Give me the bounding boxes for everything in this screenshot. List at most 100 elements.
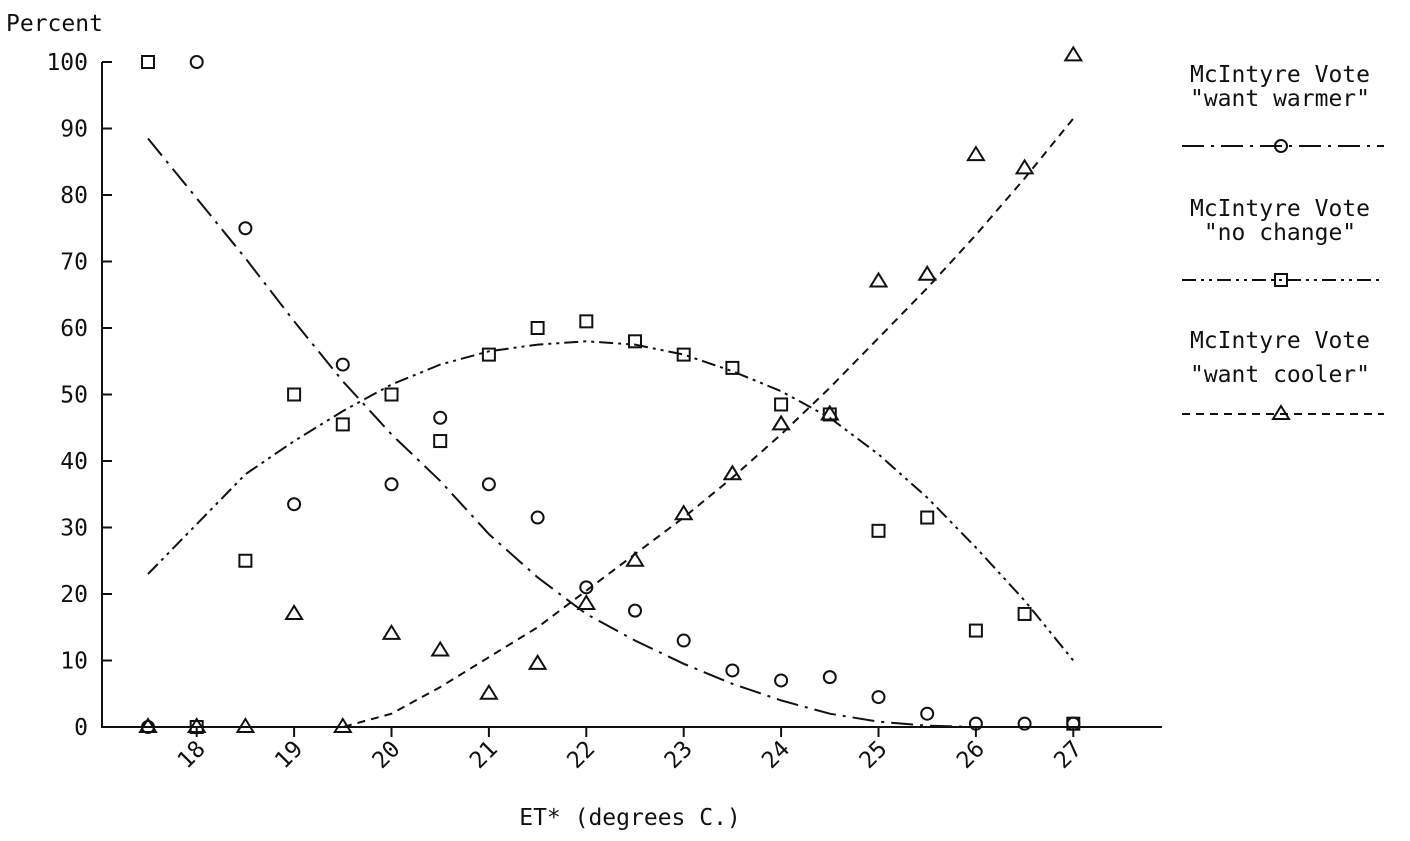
- y-tick-label: 30: [60, 516, 88, 542]
- data-point-triangle: [1014, 158, 1035, 175]
- data-point-square: [579, 314, 594, 329]
- legend: McIntyre Vote "want warmer" McIntyre Vot…: [1182, 62, 1384, 420]
- data-point-circle: [725, 663, 740, 678]
- y-tick-label: 0: [74, 715, 88, 741]
- data-point-square: [141, 55, 155, 69]
- legend-marker-no-change: [1274, 273, 1288, 287]
- y-tick-label: 60: [60, 316, 88, 342]
- data-point-square: [335, 417, 350, 432]
- data-point-triangle: [673, 504, 694, 521]
- data-point-circle: [822, 670, 837, 685]
- data-point-circle: [774, 673, 789, 688]
- legend-label-want-cooler-line1: McIntyre Vote: [1190, 328, 1370, 354]
- data-point-triangle: [1063, 45, 1084, 62]
- y-tick-label: 10: [60, 649, 88, 675]
- data-point-circle: [579, 580, 594, 595]
- y-axis-label: Percent: [6, 11, 103, 37]
- data-point-circle: [676, 633, 691, 648]
- x-tick-label: 25: [855, 736, 893, 774]
- data-point-triangle: [430, 640, 450, 657]
- legend-label-want-warmer-line2: "want warmer": [1190, 86, 1370, 112]
- data-point-triangle: [966, 145, 986, 162]
- fit-curve-series-0: [147, 137, 976, 728]
- data-markers: [138, 45, 1084, 734]
- data-point-circle: [238, 221, 253, 236]
- data-point-square: [1066, 716, 1081, 731]
- x-tick-label: 24: [757, 736, 795, 774]
- legend-label-want-warmer-line1: McIntyre Vote: [1190, 62, 1370, 88]
- data-point-triangle: [381, 623, 402, 640]
- data-point-circle: [968, 716, 983, 731]
- legend-label-no-change-line2: "no change": [1204, 220, 1356, 246]
- data-point-circle: [433, 410, 448, 425]
- data-point-square: [968, 623, 983, 638]
- legend-label-no-change-line1: McIntyre Vote: [1190, 196, 1370, 222]
- x-tick-label: 20: [368, 736, 406, 774]
- data-point-square: [481, 347, 496, 362]
- data-point-triangle: [235, 717, 256, 733]
- data-point-triangle: [333, 717, 353, 733]
- data-point-circle: [628, 603, 642, 618]
- x-ticks: 18 19 20 21 22 23 24 25 26 27: [173, 727, 1087, 774]
- y-ticks: 0 10 20 30 40 50 60 70 80 90 100: [46, 50, 112, 741]
- data-point-circle: [530, 510, 545, 525]
- y-tick-label: 50: [60, 383, 88, 409]
- fit-curve-series-2: [148, 117, 1075, 728]
- data-point-triangle: [527, 653, 548, 670]
- data-point-square: [433, 434, 448, 449]
- x-tick-label: 22: [562, 736, 600, 774]
- data-point-square: [1017, 606, 1032, 621]
- data-point-triangle: [917, 264, 937, 281]
- y-tick-label: 40: [60, 449, 88, 475]
- y-tick-label: 20: [60, 582, 88, 608]
- legend-item-no-change: McIntyre Vote "no change": [1182, 196, 1384, 287]
- data-point-triangle: [186, 717, 207, 733]
- data-point-square: [725, 360, 740, 375]
- legend-item-want-cooler: McIntyre Vote "want cooler": [1182, 328, 1384, 420]
- data-point-square: [920, 510, 935, 525]
- data-point-circle: [871, 690, 886, 705]
- data-point-circle: [481, 477, 496, 492]
- data-point-square: [628, 334, 642, 349]
- y-tick-label: 80: [60, 183, 88, 209]
- y-tick-label: 70: [60, 250, 88, 276]
- data-point-square: [871, 523, 886, 538]
- x-tick-label: 21: [465, 736, 503, 774]
- x-tick-label: 26: [952, 736, 990, 774]
- data-point-triangle: [868, 271, 889, 288]
- y-tick-label: 100: [46, 50, 88, 76]
- x-tick-label: 23: [660, 736, 698, 774]
- data-point-triangle: [576, 594, 597, 610]
- legend-label-want-cooler-line2: "want cooler": [1190, 362, 1370, 388]
- data-point-square: [676, 347, 691, 362]
- data-point-triangle: [625, 550, 645, 567]
- data-point-triangle: [138, 717, 158, 733]
- data-point-circle: [920, 706, 935, 721]
- x-tick-label: 18: [173, 736, 211, 774]
- legend-marker-want-warmer: [1274, 139, 1288, 153]
- data-point-circle: [384, 477, 399, 492]
- data-point-triangle: [284, 604, 304, 620]
- data-point-triangle: [820, 404, 840, 421]
- fit-curves: [147, 117, 1075, 728]
- data-point-triangle: [771, 414, 791, 431]
- x-tick-label: 19: [270, 736, 308, 774]
- x-tick-label: 27: [1049, 736, 1087, 774]
- data-point-circle: [287, 497, 302, 512]
- fit-curve-series-1: [147, 340, 1075, 662]
- data-point-circle: [335, 357, 350, 372]
- data-point-circle: [1017, 716, 1032, 731]
- data-point-triangle: [722, 464, 743, 481]
- y-tick-label: 90: [60, 117, 88, 143]
- data-point-circle: [189, 55, 204, 69]
- data-point-square: [774, 397, 789, 412]
- data-point-square: [287, 387, 302, 402]
- data-point-square: [530, 321, 545, 335]
- legend-item-want-warmer: McIntyre Vote "want warmer": [1182, 62, 1384, 153]
- data-point-square: [384, 387, 399, 402]
- x-axis-label: ET* (degrees C.): [519, 805, 741, 831]
- data-point-square: [238, 553, 253, 568]
- legend-marker-want-cooler: [1271, 404, 1291, 420]
- data-point-triangle: [479, 683, 499, 700]
